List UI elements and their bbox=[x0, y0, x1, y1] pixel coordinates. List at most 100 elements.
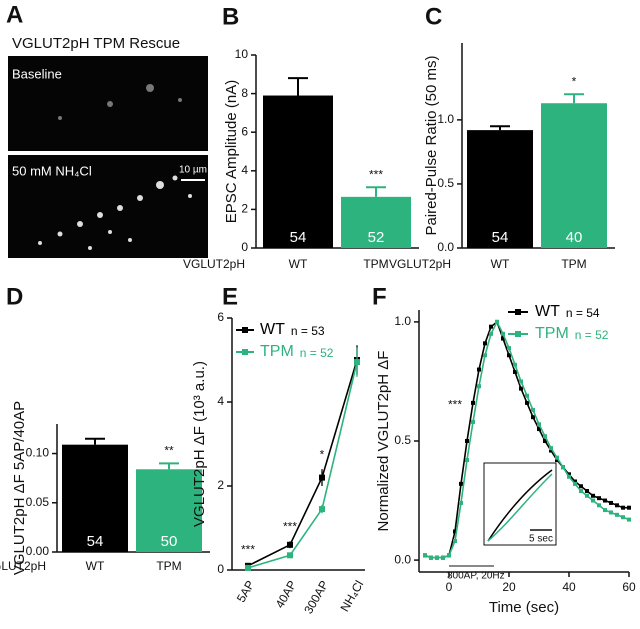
category-label: WT bbox=[289, 257, 308, 271]
x-prefix: VGLUT2pH bbox=[389, 257, 451, 271]
marker bbox=[477, 367, 481, 372]
inset-curve bbox=[487, 469, 553, 542]
marker bbox=[537, 422, 541, 427]
nh4cl-image bbox=[8, 155, 208, 258]
x-prefix: VGLUT2pH bbox=[0, 559, 46, 573]
y-tick-label: 10 bbox=[235, 47, 249, 61]
marker bbox=[483, 341, 487, 346]
marker bbox=[543, 439, 547, 443]
y-tick-label: 4 bbox=[241, 163, 248, 177]
y-tick-label: 2 bbox=[241, 202, 248, 216]
image-signal bbox=[58, 84, 182, 120]
image-label: 50 mM NH₄Cl bbox=[12, 163, 92, 178]
n-label: 50 bbox=[161, 533, 178, 550]
legend-marker bbox=[242, 349, 248, 355]
marker bbox=[519, 386, 523, 391]
panel-letter: E bbox=[222, 283, 238, 310]
y-axis-label: VGLUT2pH ΔF 5AP/40AP bbox=[11, 401, 28, 575]
y-tick-label: 8 bbox=[241, 86, 248, 100]
category-label: WT bbox=[491, 257, 510, 271]
y-tick-label: 6 bbox=[241, 124, 248, 138]
bar bbox=[62, 444, 128, 552]
marker bbox=[477, 384, 481, 389]
legend-label: TPM bbox=[535, 325, 569, 342]
image-signal bbox=[38, 175, 192, 250]
marker bbox=[555, 458, 559, 463]
marker bbox=[471, 400, 475, 405]
marker bbox=[483, 353, 487, 358]
marker bbox=[489, 324, 493, 329]
significance: *** bbox=[448, 397, 462, 411]
panel-letter: C bbox=[425, 3, 442, 30]
marker bbox=[567, 474, 571, 479]
significance: ** bbox=[164, 444, 174, 458]
x-tick-label: 60 bbox=[622, 580, 636, 594]
y-tick-label: 0.5 bbox=[394, 433, 411, 447]
marker bbox=[453, 539, 457, 544]
marker bbox=[435, 555, 439, 560]
marker bbox=[531, 408, 535, 413]
panel-letter: D bbox=[6, 283, 23, 310]
series-line bbox=[247, 359, 358, 567]
marker bbox=[603, 508, 607, 513]
y-tick-label: 0.10 bbox=[26, 446, 50, 460]
marker bbox=[459, 500, 463, 505]
stimulus-label: 300AP, 20Hz bbox=[447, 571, 505, 582]
y-tick-label: 0.00 bbox=[26, 544, 50, 558]
legend-marker bbox=[515, 331, 521, 337]
x-tick-label: 0 bbox=[446, 580, 453, 594]
inset-curve bbox=[487, 473, 553, 542]
y-tick-label: 0.5 bbox=[437, 176, 454, 190]
x-tick-label: 20 bbox=[502, 580, 516, 594]
n-label: 54 bbox=[87, 533, 104, 550]
x-tick-label: 5AP bbox=[234, 578, 257, 605]
bar bbox=[136, 469, 202, 552]
marker bbox=[459, 481, 463, 486]
legend-label: WT bbox=[260, 321, 285, 338]
marker bbox=[453, 529, 457, 534]
marker bbox=[525, 393, 529, 398]
bar bbox=[467, 130, 533, 248]
y-axis-label: EPSC Amplitude (nA) bbox=[223, 80, 240, 223]
marker bbox=[621, 505, 625, 510]
marker bbox=[579, 484, 583, 489]
n-label: 54 bbox=[290, 229, 307, 246]
marker bbox=[287, 541, 293, 548]
marker bbox=[549, 448, 553, 453]
marker bbox=[287, 552, 293, 559]
y-tick-label: 0.0 bbox=[437, 240, 454, 254]
category-label: TPM bbox=[156, 559, 181, 573]
significance: * bbox=[572, 74, 577, 88]
marker bbox=[603, 498, 607, 503]
marker bbox=[319, 506, 325, 513]
y-tick-label: 0 bbox=[217, 562, 224, 576]
marker bbox=[549, 446, 553, 451]
y-tick-label: 2 bbox=[217, 478, 224, 492]
inset-scale-label: 5 sec bbox=[529, 534, 553, 545]
marker bbox=[519, 379, 523, 384]
x-tick-label: 300AP bbox=[301, 578, 331, 616]
bar bbox=[541, 103, 607, 248]
marker bbox=[429, 555, 433, 560]
y-axis-label: Normalized VGLUT2pH ΔF bbox=[375, 351, 392, 532]
bar bbox=[341, 196, 411, 248]
marker bbox=[567, 472, 571, 477]
marker bbox=[591, 498, 595, 503]
legend-label: TPM bbox=[260, 343, 294, 360]
marker bbox=[615, 503, 619, 508]
marker bbox=[579, 489, 583, 494]
n-label: 52 bbox=[368, 229, 385, 246]
image-label: Baseline bbox=[12, 66, 62, 81]
marker bbox=[591, 493, 595, 498]
marker bbox=[507, 346, 511, 351]
marker bbox=[621, 515, 625, 520]
series-line bbox=[247, 361, 358, 569]
category-label: TPM bbox=[561, 257, 586, 271]
n-label: 54 bbox=[492, 229, 509, 246]
marker bbox=[597, 496, 601, 501]
legend-marker bbox=[242, 327, 248, 333]
category-label: WT bbox=[86, 559, 105, 573]
panel-letter: B bbox=[222, 3, 239, 30]
marker bbox=[531, 415, 535, 420]
